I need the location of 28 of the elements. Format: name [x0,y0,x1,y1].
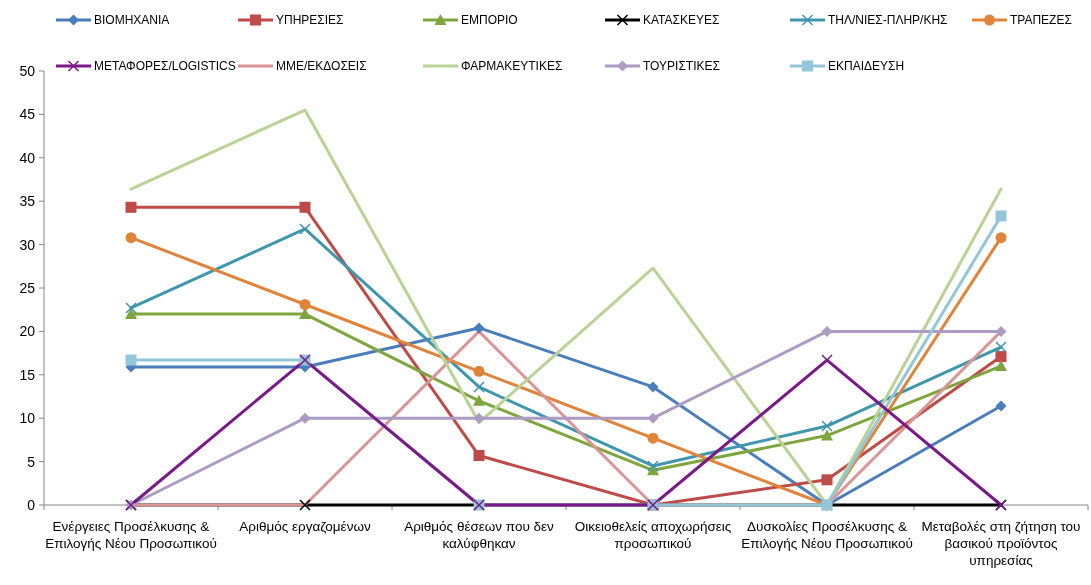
legend-label: ΤΟΥΡΙΣΤΙΚΕΣ [643,59,720,74]
y-tick-label: 45 [19,106,36,123]
legend-label: ΜΜΕ/ΕΚΔΟΣΕΙΣ [276,59,367,74]
legend-label: ΒΙΟΜΗΧΑΝΙΑ [94,13,170,28]
legend-label: ΕΚΠΑΙΔΕΥΣΗ [828,59,905,74]
y-tick-label: 10 [19,410,36,427]
legend-label: ΤΡΑΠΕΖΕΣ [1010,13,1072,28]
y-tick-label: 30 [19,236,36,253]
y-tick-label: 0 [27,496,36,513]
y-tick-label: 50 [19,62,36,79]
x-tick-label: Αριθμός θέσεων που δεν καλύφθηκαν [404,519,555,551]
legend-label: ΚΑΤΑΣΚΕΥΕΣ [643,13,720,28]
x-tick-label: Δυσκολίες Προσέλκυσης & Επιλογής Νέου Προσωπικού [741,519,913,551]
legend-label: ΤΗΛ/ΝΙΕΣ-ΠΛΗΡ/ΚΗΣ [828,13,948,28]
y-tick-label: 15 [19,366,36,383]
legend-label: ΥΠΗΡΕΣΙΕΣ [276,13,344,28]
x-tick-label: Αριθμός εργαζομένων [239,519,371,534]
y-tick-label: 35 [19,193,36,210]
y-tick-label: 20 [19,323,36,340]
x-tick-label: Μεταβολές στη ζήτηση του βασικού προϊόντος υπηρεσίας [921,519,1081,568]
legend-label: ΦΑΡΜΑΚΕΥΤΙΚΕΣ [461,59,563,74]
x-tick-label: Οικειοθελείς αποχωρήσεις προσωπικού [574,519,732,551]
y-tick-label: 40 [19,149,36,166]
x-tick-label: Ενέργειες Προσέλκυσης & Επιλογής Νέου Προσωπικού [45,519,217,551]
legend-label: ΜΕΤΑΦΟΡΕΣ/LOGISTICS [94,59,236,74]
y-tick-label: 25 [19,279,36,296]
legend-label: ΕΜΠΟΡΙΟ [461,13,518,28]
y-tick-label: 5 [27,453,36,470]
